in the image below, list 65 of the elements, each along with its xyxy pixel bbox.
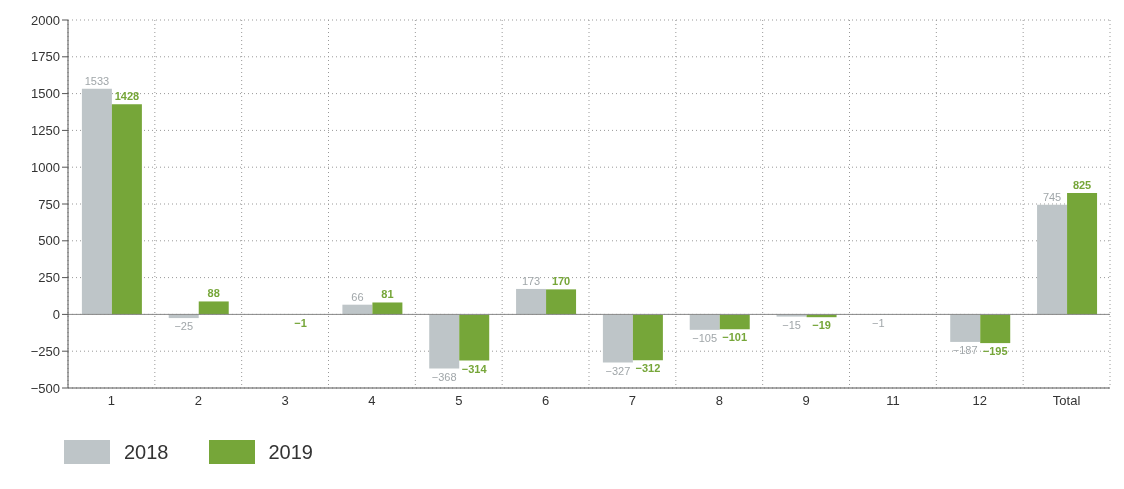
data-label: 745	[1042, 190, 1062, 203]
bar	[689, 314, 720, 330]
legend-label: 2018	[124, 440, 169, 464]
x-tick-label: 12	[972, 393, 987, 409]
legend-label: 2019	[268, 440, 313, 464]
data-label: 66	[351, 290, 364, 303]
bar	[372, 302, 403, 315]
data-label: −105	[692, 331, 718, 344]
y-tick-label: 1750	[31, 49, 60, 65]
y-tick-label: 750	[38, 196, 60, 212]
y-tick-label: 250	[38, 270, 60, 286]
data-label: −368	[431, 370, 457, 383]
x-tick-label: 8	[715, 393, 723, 409]
y-tick-label: 1250	[31, 123, 60, 139]
y-tick-label: 1500	[31, 86, 60, 102]
bar	[632, 314, 663, 361]
x-tick-label: Total	[1052, 393, 1081, 409]
data-label: −19	[812, 319, 831, 332]
y-tick-label: −250	[30, 343, 60, 359]
bar	[980, 314, 1011, 344]
data-label: 825	[1072, 178, 1092, 191]
data-label: −327	[605, 364, 631, 377]
bar	[198, 301, 229, 315]
bar	[602, 314, 633, 363]
data-label: −187	[952, 343, 978, 356]
x-tick-label: 5	[455, 393, 463, 409]
x-tick-label: 1	[107, 393, 116, 409]
bar	[546, 289, 577, 315]
data-label: −101	[722, 331, 748, 344]
x-tick-label: 4	[368, 393, 376, 409]
bar	[950, 314, 981, 342]
data-label: −195	[982, 345, 1008, 358]
bar	[516, 288, 547, 315]
data-label: −1	[294, 316, 307, 329]
x-tick-label: 2	[194, 393, 202, 409]
x-tick-label: 11	[886, 393, 900, 409]
bar	[719, 314, 750, 330]
y-tick-label: −500	[30, 380, 60, 396]
x-tick-label: 6	[541, 393, 550, 409]
data-label: −314	[461, 362, 488, 375]
bar	[429, 314, 460, 369]
y-tick-label: 0	[52, 307, 60, 323]
x-tick-label: 7	[628, 393, 637, 409]
x-tick-label: 9	[802, 393, 810, 409]
data-label: 173	[521, 274, 541, 287]
data-label: 81	[381, 288, 394, 301]
data-label: −312	[635, 362, 661, 375]
y-tick-label: 2000	[31, 12, 60, 28]
bar	[342, 304, 373, 315]
bar	[459, 314, 490, 361]
data-label: 170	[551, 275, 571, 288]
data-label: 1533	[84, 74, 110, 87]
bar	[1037, 204, 1068, 315]
y-tick-label: 1000	[31, 159, 60, 175]
data-label: 88	[207, 287, 220, 300]
bar	[111, 104, 142, 315]
data-label: −25	[174, 320, 194, 333]
data-label: −1	[872, 316, 885, 329]
x-tick-label: 3	[281, 393, 289, 409]
bar	[81, 88, 112, 315]
bar	[1067, 192, 1098, 315]
data-label: −15	[782, 318, 801, 331]
y-tick-label: 500	[38, 233, 60, 249]
bar	[776, 314, 807, 317]
data-label: 1428	[114, 90, 140, 103]
